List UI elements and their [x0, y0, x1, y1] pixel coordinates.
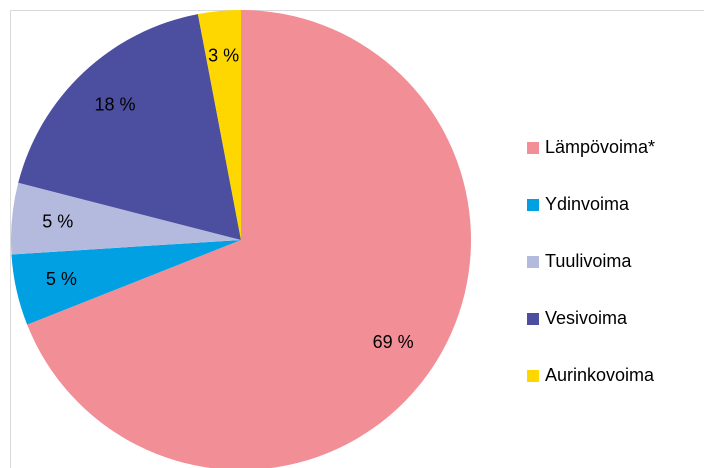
data-label: 3 % [208, 46, 239, 66]
legend-label: Vesivoima [545, 308, 628, 328]
data-label: 69 % [373, 332, 414, 352]
legend-label: Ydinvoima [545, 194, 630, 214]
pie-slice [197, 10, 241, 240]
legend-swatch [527, 313, 539, 325]
legend-label: Lämpövoima* [545, 137, 655, 157]
data-label: 5 % [46, 269, 77, 289]
pie-slice [27, 10, 471, 468]
legend-label: Tuulivoima [545, 251, 632, 271]
pie-slice [10, 182, 241, 255]
pie-slice [11, 240, 241, 325]
legend-label: Aurinkovoima [545, 365, 655, 385]
pie-slice [18, 14, 241, 241]
data-label: 18 % [95, 95, 136, 115]
legend-swatch [527, 370, 539, 382]
plot-border [10, 10, 704, 468]
legend-swatch [527, 199, 539, 211]
data-label: 5 % [42, 211, 73, 231]
legend-swatch [527, 142, 539, 154]
legend-swatch [527, 256, 539, 268]
